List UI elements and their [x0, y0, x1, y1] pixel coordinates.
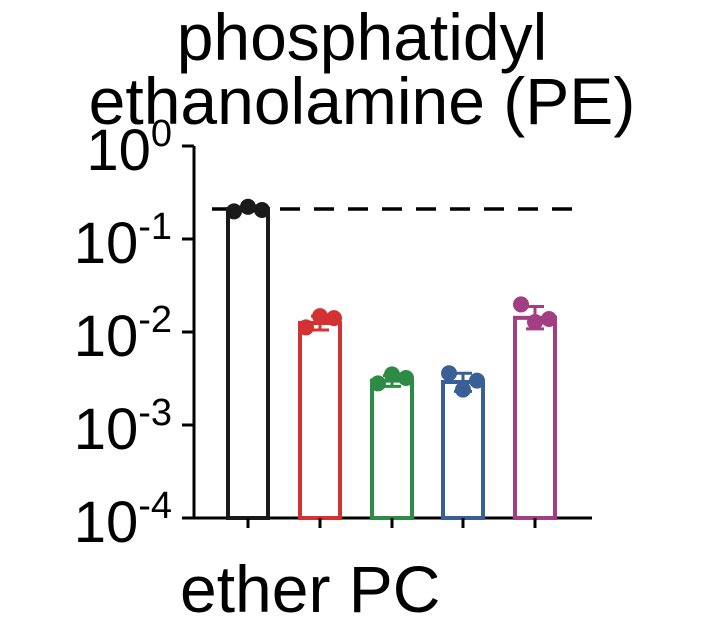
y-tick-label: 100 — [86, 113, 172, 183]
y-tick-label: 10-1 — [74, 206, 172, 276]
data-point — [326, 310, 342, 327]
chart-title-line-2: ethanolamine (PE) — [88, 64, 636, 138]
data-point — [398, 370, 414, 387]
bar-group — [298, 308, 342, 520]
bar — [226, 207, 270, 520]
y-tick-label: 10-3 — [74, 392, 172, 462]
data-point — [254, 202, 270, 219]
bar — [513, 315, 557, 520]
data-point — [441, 365, 457, 382]
bar — [441, 379, 485, 520]
bar-group — [513, 296, 557, 520]
y-tick-label: 10-2 — [74, 299, 172, 369]
data-point — [455, 381, 471, 398]
data-point — [240, 198, 256, 215]
data-point — [384, 366, 400, 383]
bar-group — [441, 365, 485, 520]
bar-chart: 100 10-1 10-2 10-3 10-4 — [74, 113, 592, 555]
data-point — [527, 314, 543, 331]
data-point — [298, 319, 314, 336]
bar-group — [226, 198, 270, 520]
chart-title-line-1: phosphatidyl — [176, 0, 548, 74]
bar — [370, 378, 414, 520]
data-point — [469, 372, 485, 389]
data-point — [513, 296, 529, 313]
data-point — [541, 310, 557, 327]
bar — [298, 320, 342, 520]
bar-group — [370, 366, 414, 520]
x-axis-label: ether PC — [180, 552, 441, 626]
data-point — [370, 375, 386, 392]
data-point — [226, 203, 242, 220]
data-point — [312, 308, 328, 325]
y-tick-label: 10-4 — [74, 485, 172, 555]
